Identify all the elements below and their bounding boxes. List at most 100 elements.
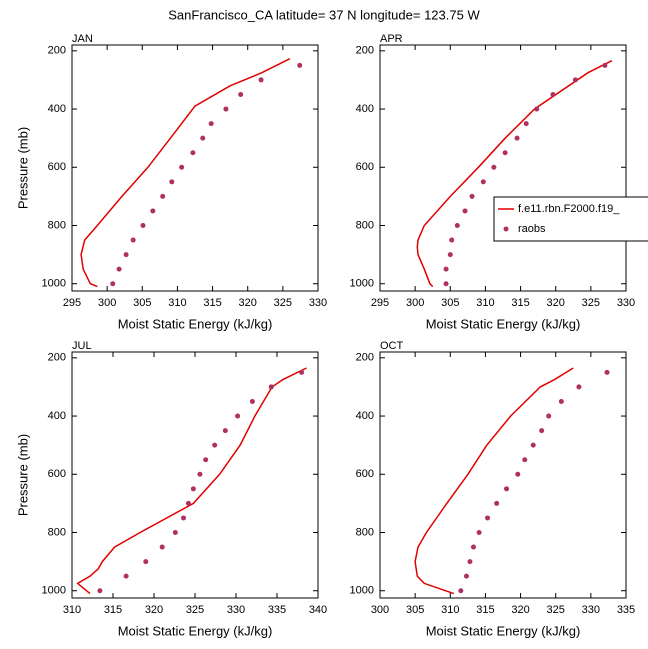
y-tick-label: 200 <box>356 45 374 57</box>
raob-point <box>602 62 608 68</box>
x-tick-label: 295 <box>63 297 81 309</box>
raob-point <box>150 208 156 214</box>
x-tick-label: 305 <box>133 297 151 309</box>
raob-point <box>130 237 136 243</box>
raob-point <box>463 573 469 579</box>
raob-point <box>534 106 540 112</box>
y-tick-label: 800 <box>48 219 66 231</box>
x-axis-label: Moist Static Energy (kJ/kg) <box>426 316 581 331</box>
legend-label: raobs <box>518 223 546 235</box>
plot-frame <box>71 351 319 599</box>
x-tick-label: 310 <box>476 297 494 309</box>
y-tick-label: 800 <box>356 219 374 231</box>
x-tick-label: 325 <box>547 604 565 616</box>
x-tick-label: 305 <box>441 297 459 309</box>
raob-point <box>454 222 460 228</box>
x-tick-label: 315 <box>511 297 529 309</box>
x-tick-label: 315 <box>203 297 221 309</box>
y-tick-label: 400 <box>356 410 374 422</box>
y-tick-label: 200 <box>356 352 374 364</box>
raob-point <box>197 471 203 477</box>
raob-point <box>514 135 520 141</box>
raob-point <box>539 428 545 434</box>
panel: OCT 300 305 310 315 320 325 330 335 200 400 600 800 1… <box>350 340 636 639</box>
x-tick-label: 320 <box>511 604 529 616</box>
y-tick-label: 600 <box>48 468 66 480</box>
raob-point <box>558 398 564 404</box>
legend-label: f.e11.rbn.F2000.f19_ <box>518 203 620 215</box>
y-tick-label: 600 <box>356 161 374 173</box>
plot-frame <box>71 44 319 292</box>
x-tick-label: 320 <box>547 297 565 309</box>
y-tick-label: 1000 <box>350 278 374 290</box>
y-tick-label: 200 <box>48 45 66 57</box>
figure-title: SanFrancisco_CA latitude= 37 N longitude… <box>168 7 480 22</box>
x-axis-label: Moist Static Energy (kJ/kg) <box>118 316 273 331</box>
x-tick-label: 330 <box>582 604 600 616</box>
raob-point <box>203 457 209 463</box>
raob-point <box>249 398 255 404</box>
y-tick-label: 400 <box>48 103 66 115</box>
raob-point <box>470 544 476 550</box>
raob-point <box>443 281 449 287</box>
raob-point <box>297 62 303 68</box>
panel: APR 295 300 305 310 315 320 325 330 200 400 600 800 1… <box>350 33 648 331</box>
raob-point <box>462 208 468 214</box>
raob-point <box>268 384 274 390</box>
y-tick-label: 1000 <box>350 585 374 597</box>
x-tick-label: 325 <box>582 297 600 309</box>
raob-point <box>523 121 529 127</box>
y-axis-label: Pressure (mb) <box>15 127 30 209</box>
y-axis-label: Pressure (mb) <box>15 434 30 516</box>
panel-label: APR <box>380 33 403 45</box>
raob-point <box>546 413 552 419</box>
x-axis-label: Moist Static Energy (kJ/kg) <box>118 623 273 638</box>
raob-point <box>258 77 264 83</box>
raob-point <box>238 91 244 97</box>
raob-point <box>140 222 146 228</box>
x-tick-label: 325 <box>186 604 204 616</box>
raob-point <box>143 559 149 565</box>
raob-point <box>97 588 103 594</box>
model-line <box>416 60 613 288</box>
raob-point <box>469 193 475 199</box>
raob-point <box>181 515 187 521</box>
raob-point <box>179 164 185 170</box>
x-tick-label: 320 <box>239 297 257 309</box>
y-tick-label: 800 <box>48 526 66 538</box>
raob-point <box>502 150 508 156</box>
raob-point <box>223 106 229 112</box>
x-tick-label: 310 <box>441 604 459 616</box>
y-tick-label: 600 <box>356 468 374 480</box>
x-tick-label: 305 <box>406 604 424 616</box>
raob-point <box>123 573 129 579</box>
raob-point <box>208 121 214 127</box>
raob-point <box>190 486 196 492</box>
raob-point <box>576 384 582 390</box>
x-tick-label: 310 <box>168 297 186 309</box>
raob-point <box>515 471 521 477</box>
raob-point <box>504 486 510 492</box>
raob-point <box>604 369 610 375</box>
x-tick-label: 300 <box>406 297 424 309</box>
x-tick-label: 330 <box>617 297 635 309</box>
raob-point <box>212 442 218 448</box>
raob-point <box>116 266 122 272</box>
panel: JUL 310 315 320 325 330 335 340 200 400 600 800 1000… <box>15 340 327 639</box>
x-tick-label: 320 <box>145 604 163 616</box>
model-line <box>414 367 574 595</box>
raob-point <box>550 91 556 97</box>
plot-frame <box>379 351 627 599</box>
legend-swatch <box>503 226 509 232</box>
model-line <box>80 58 291 288</box>
raob-point <box>530 442 536 448</box>
raob-point <box>110 281 116 287</box>
x-tick-label: 335 <box>617 604 635 616</box>
raob-point <box>467 559 473 565</box>
y-tick-label: 400 <box>356 103 374 115</box>
y-tick-label: 1000 <box>42 278 66 290</box>
y-tick-label: 1000 <box>42 585 66 597</box>
raob-point <box>159 544 165 550</box>
plot-frame <box>379 44 627 292</box>
model-line <box>76 367 307 595</box>
